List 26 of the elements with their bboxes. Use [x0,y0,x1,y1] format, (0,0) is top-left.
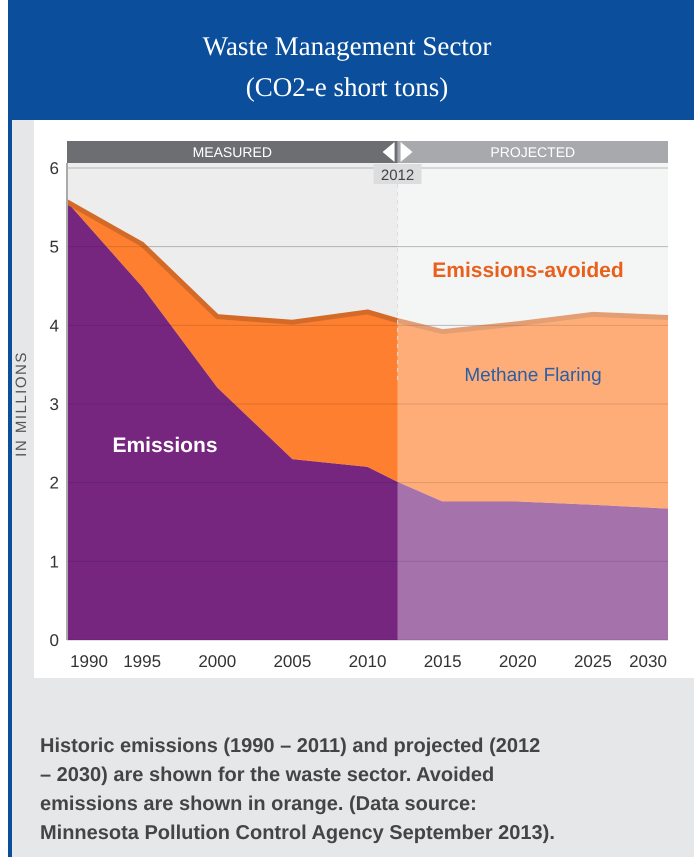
annotation: Emissions [112,434,218,457]
x-tick-label: 1995 [123,652,162,671]
chart-subtitle: (CO2-e short tons) [246,72,448,102]
band-label: MEASURED [192,144,272,160]
y-tick-label: 0 [50,631,59,650]
y-tick-label: 4 [50,316,59,336]
chart-title: Waste Management Sector [202,31,492,61]
x-tick-label: 2025 [574,652,612,671]
x-tick-label: 2015 [424,652,462,671]
band-label: PROJECTED [490,144,576,160]
y-tick-label: 6 [50,159,59,178]
y-tick-label: 1 [50,552,59,572]
y-axis-title: IN MILLIONS [13,351,30,457]
x-tick-label: 1990 [70,652,108,671]
x-tick-label: 2020 [498,652,537,671]
text: Historic emissions (1990 – 2011) and projected (2012 – 2030) are shown for the waste sector. Avoided emissions are shown in orange. (Data source: Minnesota Pollution Control Agency September 2013). [40,735,555,844]
y-tick-label: 5 [50,238,59,257]
x-tick-label: 2010 [348,652,386,671]
x-tick-label: 2030 [629,652,667,671]
y-tick-label: 3 [50,395,59,414]
x-tick-label: 2005 [273,652,312,671]
y-tick-label: 2 [50,474,59,493]
ref-line-label: 2012 [380,167,414,184]
x-tick-label: 2000 [198,652,236,671]
annotation: Methane Flaring [464,365,602,386]
annotation: Emissions-avoided [432,259,624,282]
